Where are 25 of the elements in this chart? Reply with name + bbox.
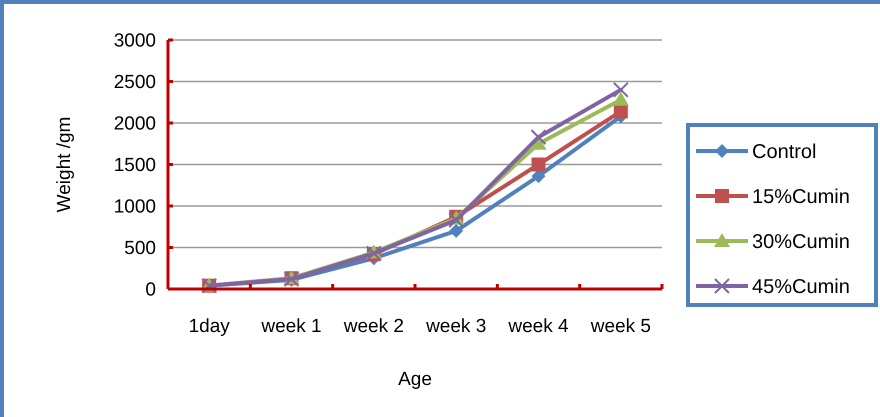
y-tick-label: 2000 <box>114 114 156 135</box>
legend-label: 45%Cumin <box>752 276 850 298</box>
legend-label: 30%Cumin <box>752 231 850 253</box>
y-axis-title: Weight /gm <box>54 116 75 212</box>
y-tick-label: 0 <box>145 280 156 301</box>
x-tick-label: week 5 <box>590 316 651 337</box>
point <box>448 212 464 228</box>
point <box>449 224 464 238</box>
y-tick-label: 1000 <box>114 196 156 218</box>
x-tick-label: week 4 <box>507 316 570 337</box>
x-tick-label: 1day <box>188 316 230 337</box>
y-tick-label: 1500 <box>114 155 156 176</box>
y-tick-label: 2500 <box>114 72 156 94</box>
point <box>612 82 629 98</box>
x-tick-label: week 1 <box>260 316 322 337</box>
y-tick-label: 500 <box>124 238 156 260</box>
legend-label: Control <box>752 141 816 163</box>
y-tick-label: 3000 <box>114 30 156 52</box>
x-tick-label: week 3 <box>425 316 486 337</box>
point <box>530 129 546 146</box>
x-tick-label: week 2 <box>342 316 404 337</box>
x-axis-title: Age <box>398 369 432 390</box>
legend-label: 15%Cumin <box>752 186 850 208</box>
point <box>612 92 629 106</box>
point <box>532 158 546 172</box>
